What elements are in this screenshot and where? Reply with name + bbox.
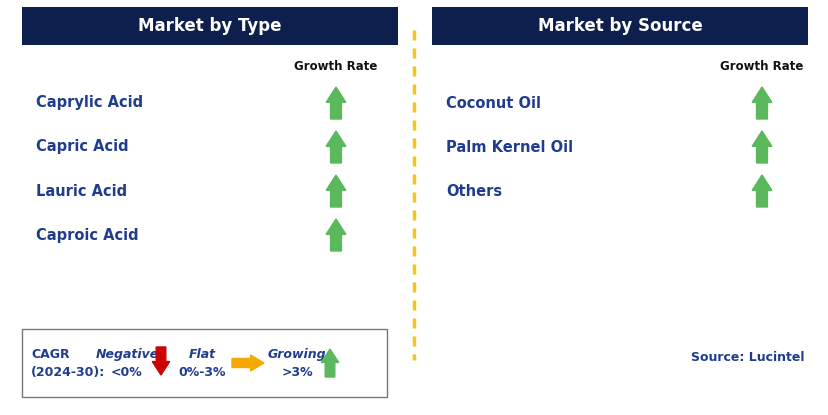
Text: 0%-3%: 0%-3% — [178, 366, 225, 378]
Text: Capric Acid: Capric Acid — [36, 139, 128, 154]
Polygon shape — [325, 131, 345, 163]
Polygon shape — [325, 219, 345, 251]
Polygon shape — [751, 87, 771, 119]
Bar — [431, 7, 807, 45]
Text: (2024-30):: (2024-30): — [31, 366, 105, 378]
Bar — [22, 329, 387, 397]
Text: <0%: <0% — [111, 366, 142, 378]
Polygon shape — [321, 349, 339, 377]
Polygon shape — [751, 175, 771, 207]
Text: CAGR: CAGR — [31, 347, 70, 361]
Polygon shape — [751, 131, 771, 163]
Text: >3%: >3% — [281, 366, 312, 378]
Text: Caproic Acid: Caproic Acid — [36, 227, 138, 242]
Text: Others: Others — [445, 183, 502, 198]
Bar — [22, 7, 397, 45]
Text: Flat: Flat — [188, 347, 215, 361]
Text: Growth Rate: Growth Rate — [294, 61, 378, 73]
Text: Negative: Negative — [95, 347, 158, 361]
Text: Source: Lucintel: Source: Lucintel — [691, 351, 804, 364]
Text: Market by Source: Market by Source — [537, 17, 701, 35]
Polygon shape — [232, 355, 263, 371]
Text: Caprylic Acid: Caprylic Acid — [36, 95, 143, 110]
Polygon shape — [325, 175, 345, 207]
Text: Growing: Growing — [267, 347, 326, 361]
Text: Lauric Acid: Lauric Acid — [36, 183, 127, 198]
Polygon shape — [325, 87, 345, 119]
Text: Coconut Oil: Coconut Oil — [445, 95, 541, 110]
Text: Market by Type: Market by Type — [138, 17, 282, 35]
Text: Palm Kernel Oil: Palm Kernel Oil — [445, 139, 572, 154]
Polygon shape — [152, 347, 170, 375]
Text: Growth Rate: Growth Rate — [720, 61, 802, 73]
